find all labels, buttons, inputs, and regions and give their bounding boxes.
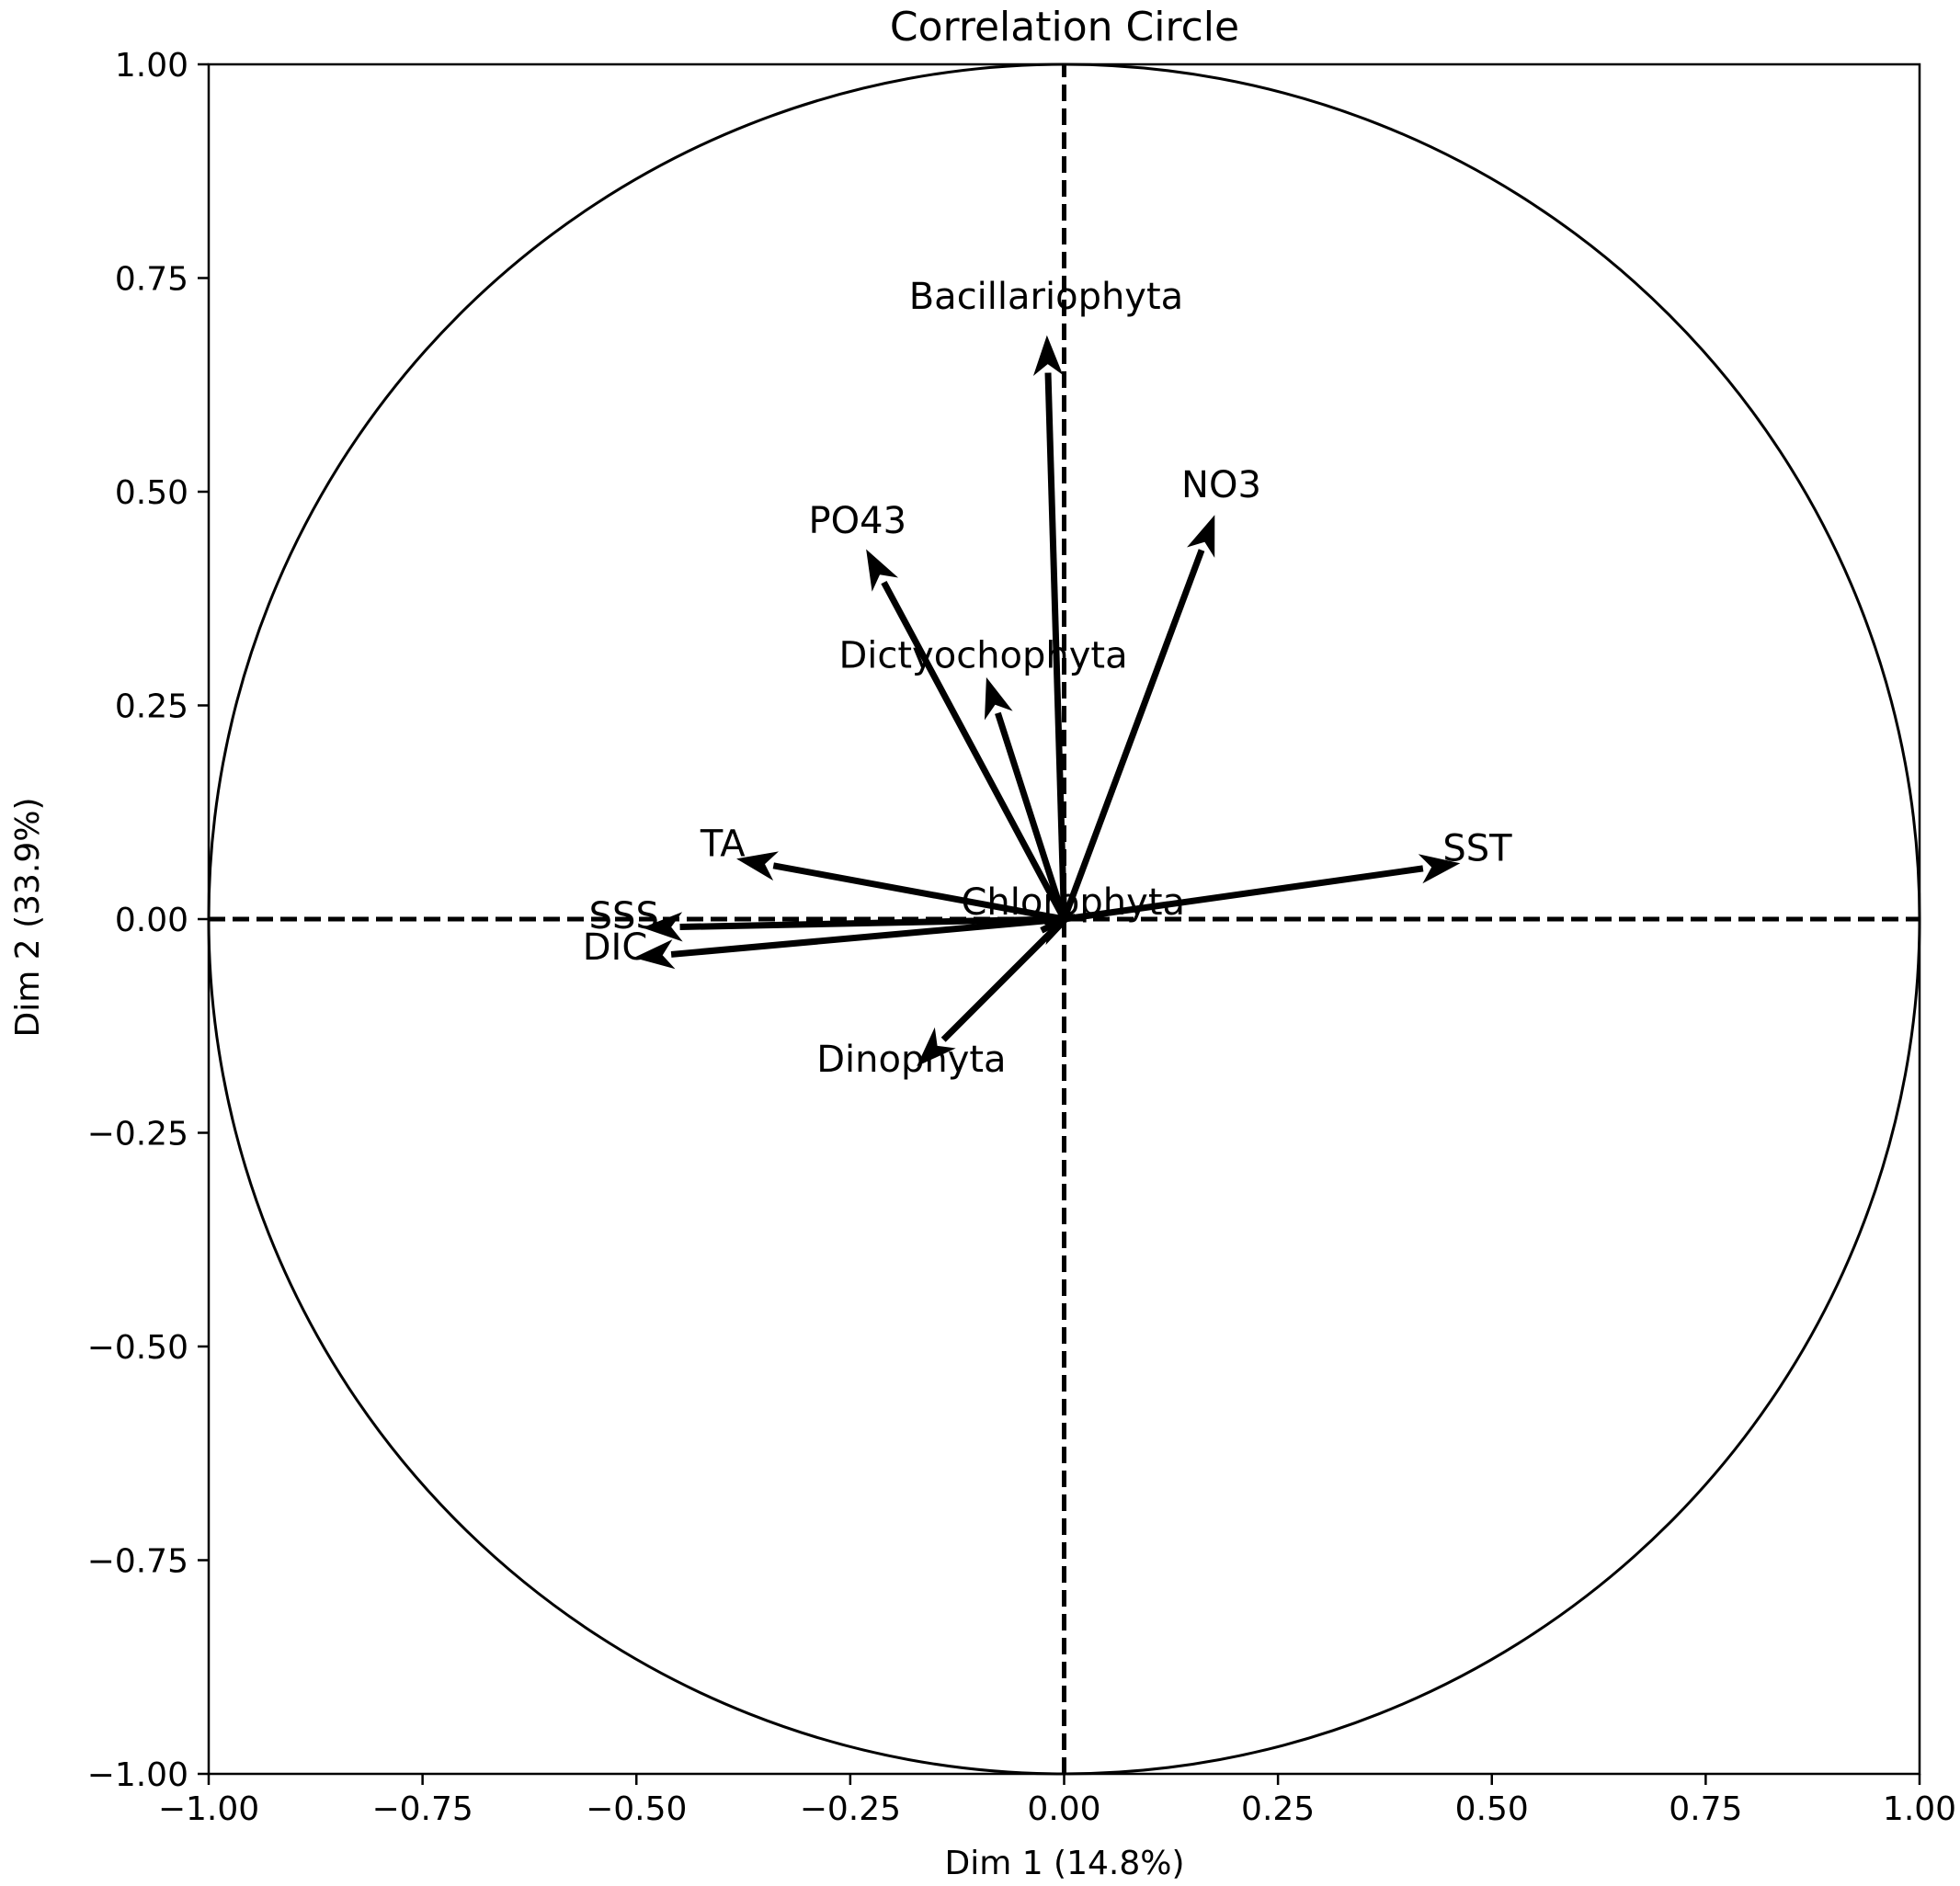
y-tick-label: 0.25	[115, 688, 188, 726]
vector-label-sss: SSS	[589, 895, 659, 937]
x-tick-label: −0.75	[371, 1790, 473, 1828]
y-tick-label: 0.00	[115, 902, 188, 939]
x-tick-label: −0.25	[800, 1790, 901, 1828]
x-tick-label: 0.25	[1241, 1790, 1315, 1828]
y-tick-label: −0.50	[87, 1329, 188, 1367]
x-tick-label: −0.50	[586, 1790, 687, 1828]
y-tick-label: −0.25	[87, 1116, 188, 1153]
x-tick-label: 0.75	[1669, 1790, 1742, 1828]
x-tick-label: 1.00	[1883, 1790, 1956, 1828]
vector-shaft-dictyochophyta	[995, 711, 1067, 921]
vector-arrowhead-sss	[642, 912, 683, 942]
vector-shaft-ta	[772, 862, 1065, 923]
vector-bacillariophyta: Bacillariophyta	[909, 276, 1183, 920]
vector-label-bacillariophyta: Bacillariophyta	[909, 276, 1183, 318]
y-tick-label: 0.75	[115, 261, 188, 299]
vector-sst: SST	[1064, 828, 1512, 923]
vector-sss: SSS	[589, 895, 1065, 942]
vector-label-dictyochophyta: Dictyochophyta	[838, 635, 1127, 677]
vector-label-sst: SST	[1442, 828, 1512, 870]
vector-label-ta: TA	[700, 824, 746, 866]
vector-arrowhead-ta	[736, 851, 779, 881]
vector-shaft-sss	[679, 915, 1065, 931]
y-tick-label: −0.75	[87, 1543, 188, 1581]
vector-arrowhead-no3	[1187, 515, 1215, 558]
x-tick-label: −1.00	[158, 1790, 259, 1828]
y-tick-label: 1.00	[115, 47, 188, 85]
vector-shaft-no3	[1061, 549, 1205, 921]
x-tick-label: 0.50	[1455, 1790, 1529, 1828]
vector-arrowhead-po43	[866, 549, 899, 592]
vector-chlorophyta: Chlorophyta	[962, 881, 1185, 946]
y-axis-label: Dim 2 (33.9%)	[9, 797, 47, 1037]
vector-shaft-po43	[881, 580, 1067, 921]
vector-label-dic: DIC	[583, 926, 648, 969]
vector-no3: NO3	[1061, 464, 1261, 921]
vector-po43: PO43	[809, 500, 1067, 921]
vector-ta: TA	[700, 824, 1065, 923]
vector-dinophyta: Dinophyta	[816, 916, 1066, 1081]
vector-shaft-dic	[670, 915, 1065, 958]
vector-shaft-sst	[1064, 865, 1424, 923]
vector-label-dinophyta: Dinophyta	[816, 1039, 1006, 1081]
vector-arrowhead-dictyochophyta	[984, 676, 1013, 721]
y-tick-label: −1.00	[87, 1756, 188, 1794]
vector-arrowhead-dic	[633, 939, 676, 970]
chart-title: Correlation Circle	[890, 4, 1239, 51]
x-axis-label: Dim 1 (14.8%)	[944, 1845, 1184, 1882]
vector-shaft-dinophyta	[940, 916, 1066, 1042]
vector-dic: DIC	[583, 915, 1065, 970]
y-tick-label: 0.50	[115, 474, 188, 512]
vector-arrowhead-sst	[1418, 854, 1461, 884]
vector-dictyochophyta: Dictyochophyta	[838, 635, 1128, 921]
vector-label-po43: PO43	[809, 500, 907, 542]
vector-shaft-bacillariophyta	[1044, 372, 1067, 920]
vector-label-no3: NO3	[1181, 464, 1261, 506]
x-tick-label: 0.00	[1027, 1790, 1100, 1828]
vector-arrowhead-bacillariophyta	[1032, 335, 1064, 376]
vector-arrowhead-dinophyta	[917, 1027, 956, 1067]
